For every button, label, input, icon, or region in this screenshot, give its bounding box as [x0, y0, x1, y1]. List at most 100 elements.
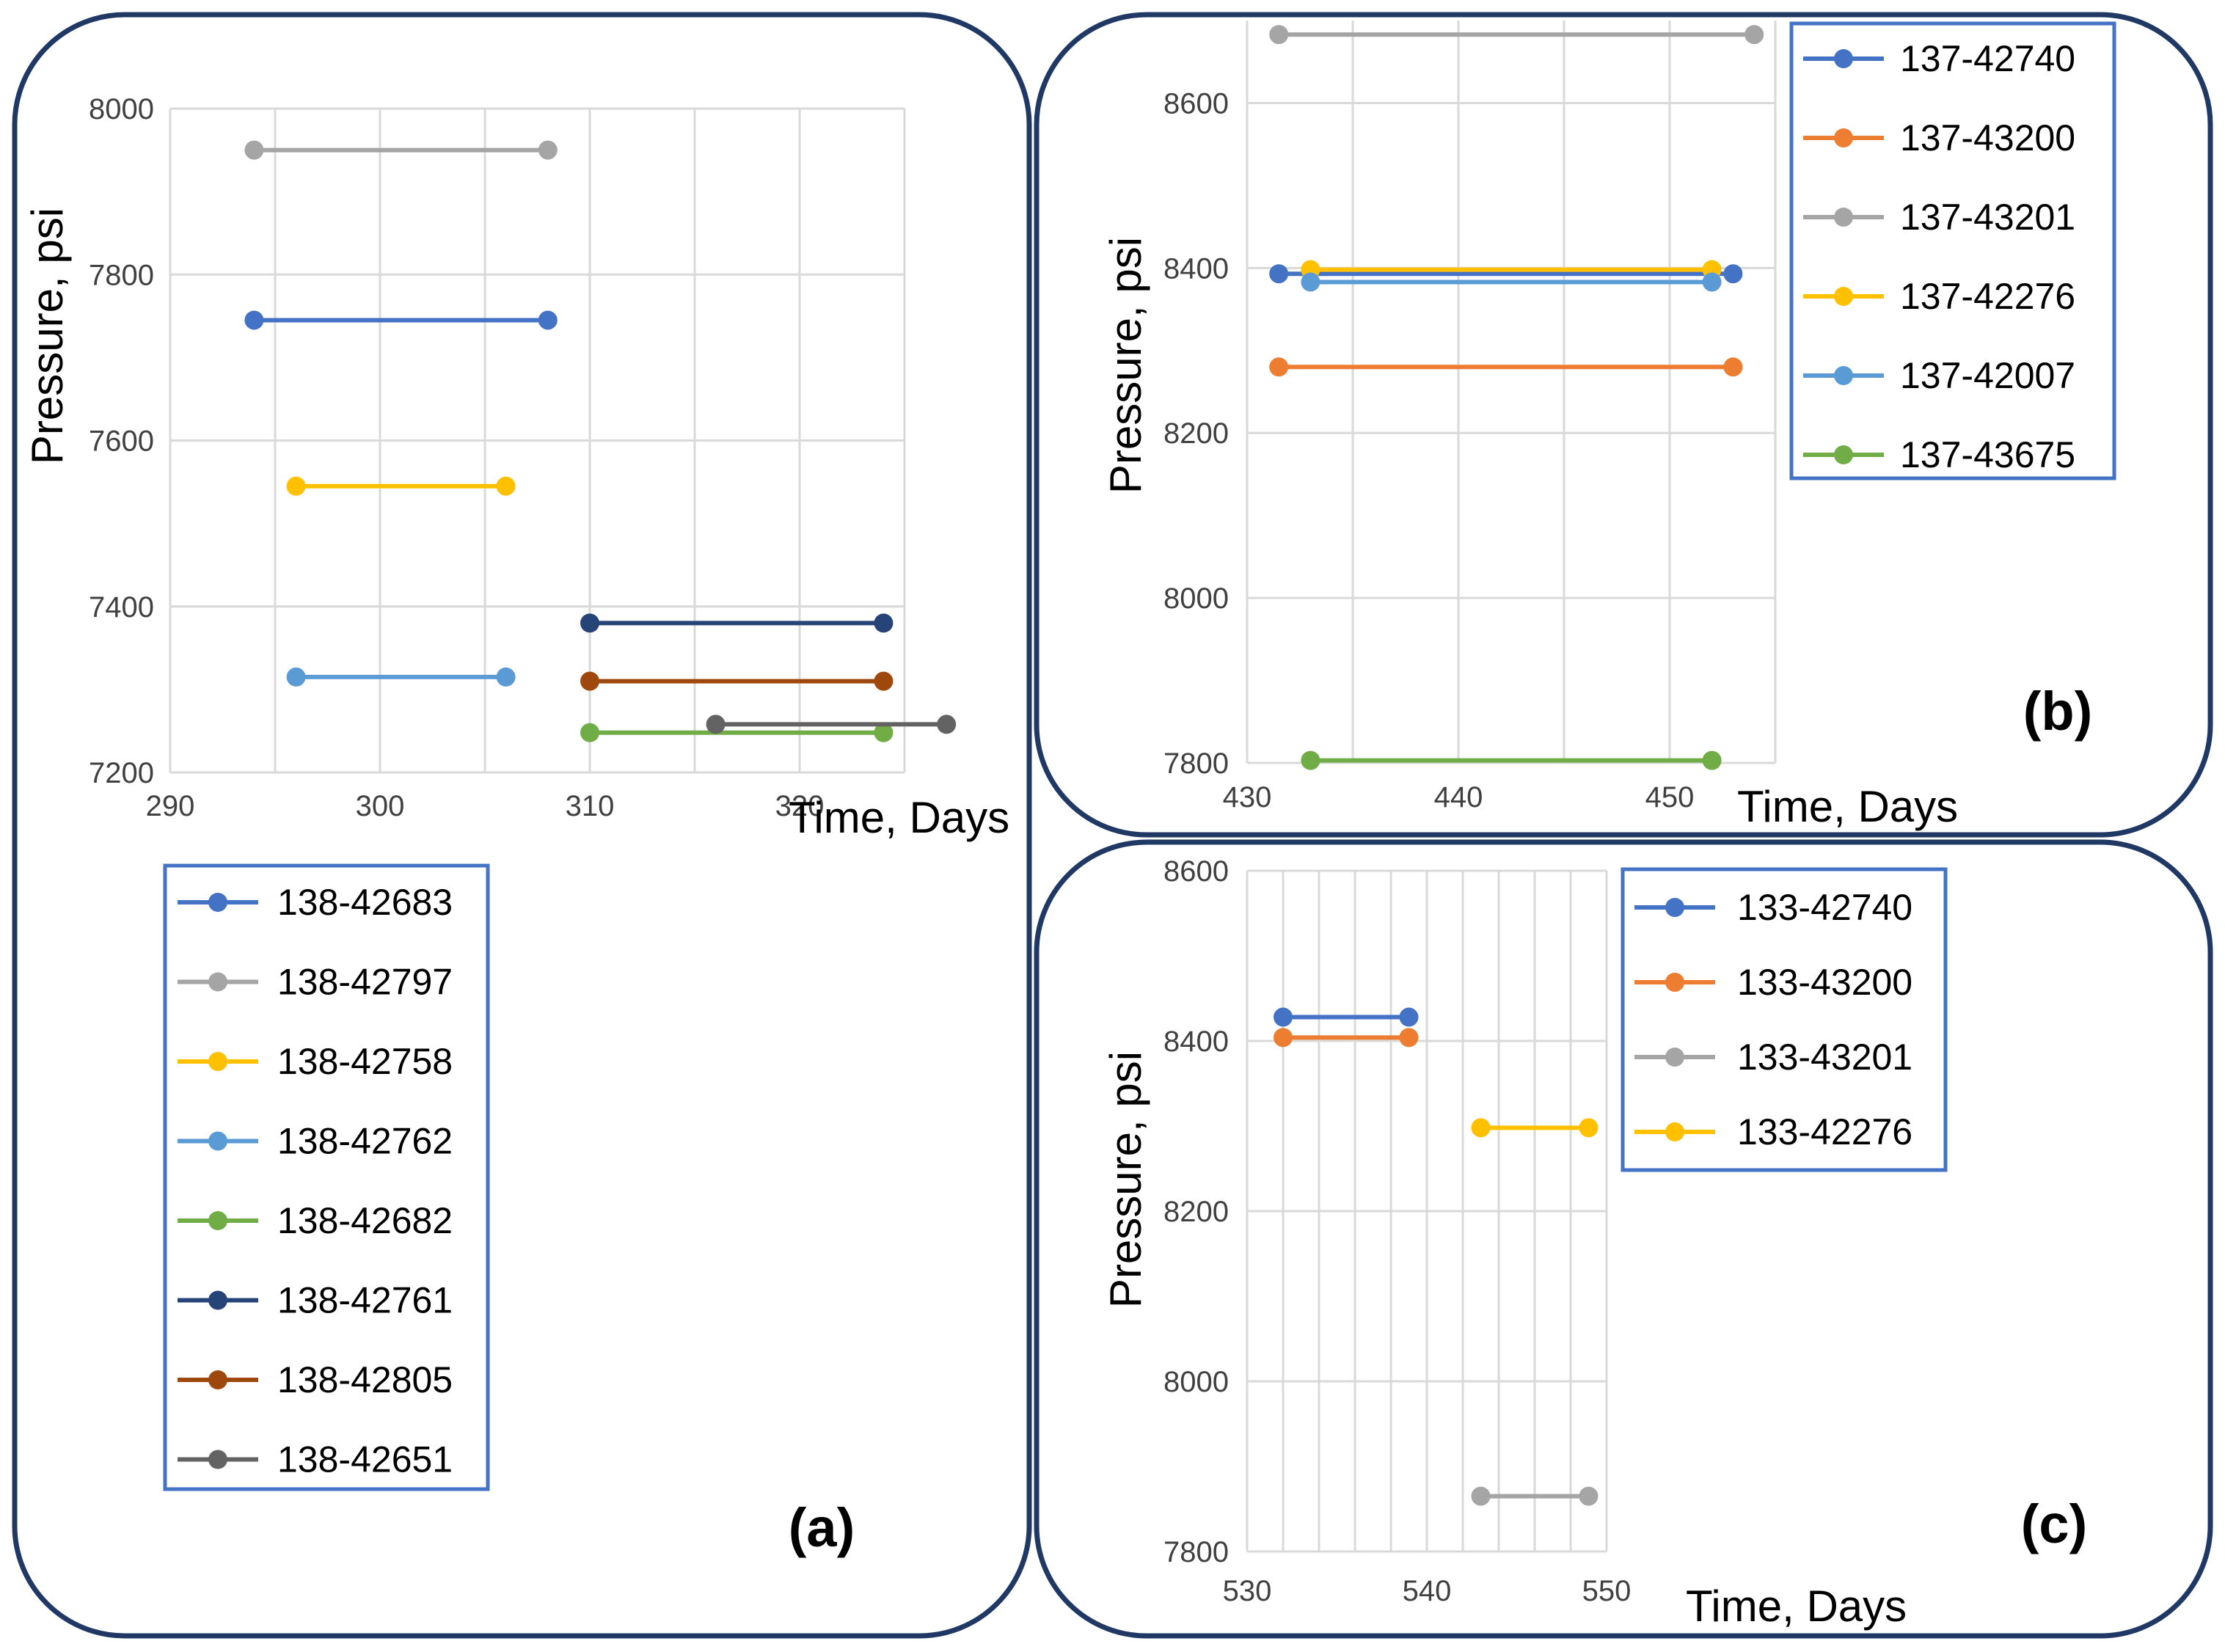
panel-b-ylabel: Pressure, psi: [1101, 237, 1150, 494]
panel-c-ylabel: Pressure, psi: [1101, 1051, 1150, 1308]
legend-marker: [1834, 128, 1853, 147]
legend-label: 137-42276: [1900, 276, 2075, 317]
series-138-42651: [706, 714, 957, 734]
data-point: [496, 476, 516, 496]
legend-marker: [1665, 898, 1684, 917]
data-point: [1702, 272, 1722, 292]
legend-marker: [208, 893, 227, 912]
legend-label: 138-42797: [277, 962, 453, 1003]
series-138-42761: [580, 613, 894, 633]
panel-a-legend-entries: 138-42683 138-42797 138-42758 138-42762 138-…: [178, 882, 453, 1480]
data-point: [1301, 272, 1320, 292]
legend-marker: [1834, 287, 1853, 306]
series-138-42682: [580, 723, 894, 742]
series-137-42007: [1301, 272, 1722, 292]
x-tick-label: 310: [566, 790, 615, 822]
legend-marker: [1665, 1048, 1684, 1067]
data-point: [1723, 357, 1743, 377]
y-tick-label: 7800: [1163, 748, 1229, 780]
series-133-42276: [1471, 1118, 1599, 1138]
data-point: [1269, 25, 1289, 45]
data-point: [1301, 750, 1320, 770]
panel-c-series: [1274, 1007, 1599, 1506]
data-point: [244, 310, 264, 330]
legend-label: 138-42683: [277, 882, 453, 923]
x-tick-label: 450: [1645, 781, 1695, 814]
x-tick-label: 540: [1403, 1575, 1452, 1607]
series-137-43200: [1269, 357, 1743, 377]
data-point: [937, 714, 957, 734]
legend-entry: 138-42761: [178, 1280, 453, 1321]
series-137-43675: [1301, 750, 1722, 770]
y-tick-label: 8000: [1163, 582, 1229, 615]
legend-label: 138-42758: [277, 1041, 453, 1082]
legend-label: 138-42805: [277, 1359, 453, 1400]
legend-label: 133-42276: [1737, 1111, 1912, 1152]
panel-b-label: (b): [2023, 681, 2093, 742]
data-point: [1744, 25, 1764, 45]
series-133-42740: [1274, 1007, 1419, 1027]
y-tick-label: 8400: [1163, 1026, 1229, 1058]
panel-a-tick-labels: 290 300 310 320 7200 7400 7600 7800 8000: [89, 93, 824, 822]
panel-a-label: (a): [789, 1497, 855, 1558]
data-point: [1702, 750, 1722, 770]
y-tick-label: 8400: [1163, 252, 1229, 285]
legend-entry: 137-43201: [1803, 197, 2075, 238]
panel-c-tick-labels: 530 540 550 7800 8000 8200 8400 8600: [1163, 855, 1631, 1607]
panel-b-legend-entries: 137-42740 137-43200 137-43201 137-42276 137-…: [1803, 38, 2075, 475]
legend-entry: 137-42007: [1803, 355, 2075, 396]
legend-entry: 133-42740: [1634, 887, 1912, 928]
data-point: [1269, 264, 1289, 284]
data-point: [1723, 264, 1743, 284]
y-tick-label: 8200: [1163, 1196, 1229, 1228]
y-tick-label: 7600: [89, 425, 154, 458]
legend-entry: 137-43675: [1803, 434, 2075, 475]
legend-label: 137-43201: [1900, 197, 2075, 238]
data-point: [874, 723, 894, 742]
legend-label: 137-42007: [1900, 355, 2075, 396]
legend-marker: [208, 1052, 227, 1071]
y-tick-label: 8600: [1163, 87, 1229, 120]
panel-b-tick-labels: 430 440 450 7800 8000 8200 8400 8600: [1163, 87, 1694, 814]
x-tick-label: 440: [1434, 781, 1483, 814]
legend-marker: [208, 1450, 227, 1469]
series-133-43201: [1471, 1486, 1599, 1506]
data-point: [496, 667, 516, 687]
panel-a-frame: [12, 12, 1032, 1639]
panel-b-series: [1269, 25, 1764, 770]
x-tick-label: 430: [1223, 781, 1272, 814]
data-point: [1471, 1486, 1491, 1506]
y-tick-label: 8000: [89, 93, 154, 125]
panel-a-series: [244, 140, 957, 742]
legend-entry: 133-43200: [1634, 962, 1912, 1003]
panel-c-legend: [1621, 867, 1948, 1172]
data-point: [1399, 1028, 1419, 1048]
legend-label: 133-42740: [1737, 887, 1912, 928]
legend-marker: [208, 1211, 227, 1230]
series-138-42797: [244, 140, 558, 160]
panel-b-chart: 430 440 450 7800 8000 8200 8400 8600 Pressure, …: [1101, 21, 2116, 831]
legend-label: 137-43200: [1900, 117, 2075, 158]
y-tick-label: 7800: [89, 259, 154, 291]
y-tick-label: 7400: [89, 591, 154, 624]
series-138-42683: [244, 310, 558, 330]
legend-label: 137-43675: [1900, 434, 2075, 475]
data-point: [874, 671, 894, 691]
legend-marker: [208, 1370, 227, 1389]
legend-entry: 133-43201: [1634, 1037, 1912, 1078]
panel-c-gridlines: [1246, 869, 1608, 1553]
panel-c-chart: 530 540 550 7800 8000 8200 8400 8600 Pressure, …: [1101, 855, 2087, 1631]
data-point: [1471, 1118, 1491, 1138]
legend-marker: [1834, 445, 1853, 464]
panel-a-chart: 290 300 310 320 7200 7400 7600 7800 8000 Pressur…: [23, 93, 1009, 1558]
x-tick-label: 300: [356, 790, 405, 822]
series-133-43200: [1274, 1028, 1419, 1048]
panel-b-legend: [1789, 21, 2116, 480]
legend-marker: [1834, 49, 1853, 68]
data-point: [286, 667, 306, 687]
series-138-42758: [286, 476, 516, 496]
legend-entry: 138-42683: [178, 882, 453, 923]
data-point: [874, 613, 894, 633]
panel-b-frame: [1034, 12, 2213, 838]
